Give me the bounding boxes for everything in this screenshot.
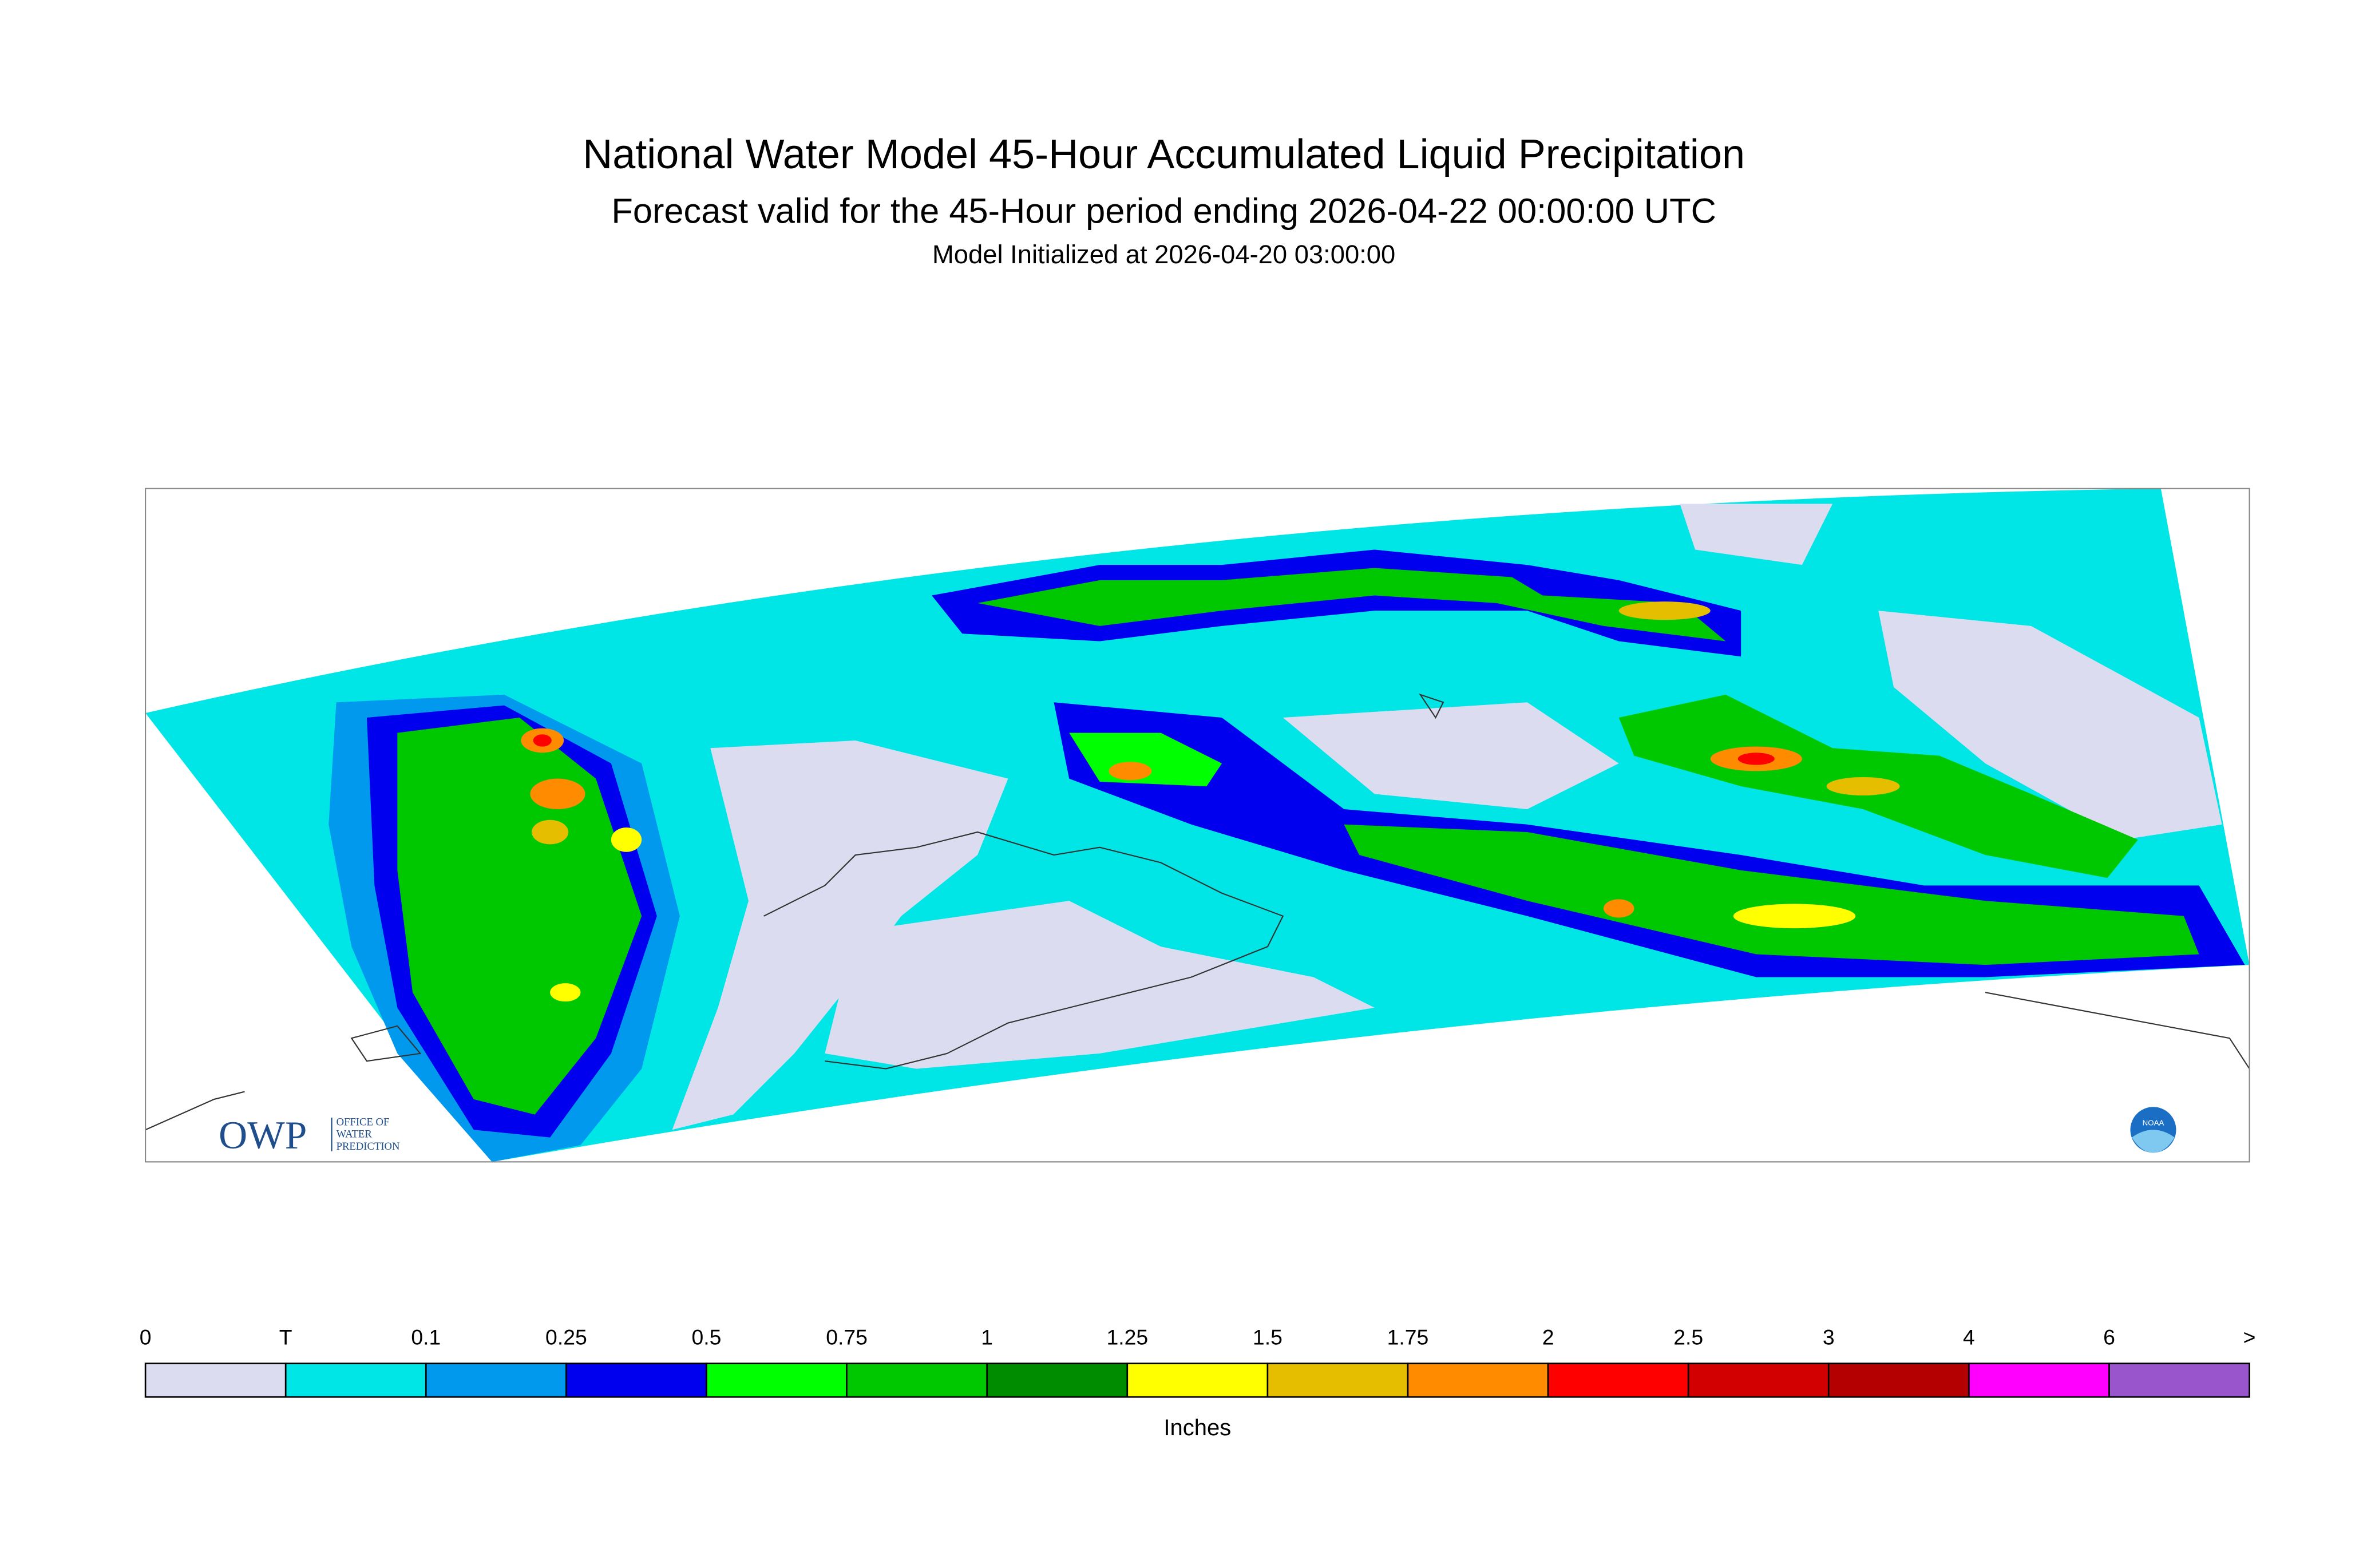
- rain-core: [533, 734, 552, 747]
- dry-area: [672, 740, 1008, 1130]
- legend-label: 0: [140, 1325, 152, 1349]
- legend-swatch: [986, 1363, 1129, 1398]
- legend-label: 2.5: [1673, 1325, 1703, 1349]
- coastline: [1985, 992, 2250, 1070]
- legend-swatch: [1827, 1363, 1970, 1398]
- rain-core: [530, 778, 585, 810]
- rain-core: [1733, 904, 1856, 929]
- rain-core: [1604, 899, 1634, 918]
- legend-swatch: [1266, 1363, 1409, 1398]
- coastline: [763, 831, 1284, 1070]
- subtitle: Forecast valid for the 45-Hour period en…: [611, 192, 1716, 231]
- coastline: [145, 1091, 245, 1131]
- legend-label: 1.5: [1253, 1325, 1282, 1349]
- rain-band: [397, 717, 642, 1115]
- legend-swatch: [425, 1363, 567, 1398]
- legend-swatch: [1126, 1363, 1269, 1398]
- noaa-logo-text: NOAA: [2143, 1118, 2164, 1127]
- dry-area: [1680, 504, 1833, 565]
- rain-core: [611, 827, 642, 852]
- rain-core: [1109, 762, 1152, 781]
- owp-text: PREDICTION: [337, 1141, 400, 1153]
- legend-label: 0.25: [545, 1325, 587, 1349]
- init-time: Model Initialized at 2026-04-20 03:00:00: [932, 240, 1395, 269]
- legend-label: 0.75: [826, 1325, 868, 1349]
- legend-label: 6: [2103, 1325, 2115, 1349]
- legend-swatch: [2108, 1363, 2250, 1398]
- legend-label: 1: [981, 1325, 993, 1349]
- legend-swatch: [284, 1363, 427, 1398]
- legend-swatch: [706, 1363, 848, 1398]
- title: National Water Model 45-Hour Accumulated…: [583, 132, 1745, 177]
- rain-core: [550, 983, 581, 1002]
- noaa-logo-wave: [2132, 1130, 2175, 1153]
- owp-text: OFFICE OF: [337, 1116, 390, 1128]
- legend-label: 3: [1823, 1325, 1835, 1349]
- legend-swatch: [1407, 1363, 1549, 1398]
- dry-area: [1878, 611, 2222, 840]
- rain-band: [932, 549, 1741, 657]
- legend-label: 1.25: [1106, 1325, 1148, 1349]
- map-frame: [145, 488, 2250, 1163]
- legend: 0 T 0.1 0.25 0.5 0.75 1 1.25 1.5 1.75 2 2.5 3 4 6 >: [140, 1325, 2256, 1398]
- rain-band: [977, 568, 1726, 642]
- coastline: [350, 1025, 422, 1062]
- legend-unit: Inches: [1163, 1415, 1231, 1440]
- owp-logo: OWP: [219, 1113, 307, 1157]
- legend-label: 2: [1542, 1325, 1554, 1349]
- legend-swatch: [1687, 1363, 1830, 1398]
- coastline: [1419, 693, 1444, 719]
- legend-label: 1.75: [1387, 1325, 1429, 1349]
- legend-label: >: [2243, 1325, 2256, 1349]
- legend-swatch: [565, 1363, 707, 1398]
- legend-swatch: [1968, 1363, 2110, 1398]
- rain-core: [532, 819, 569, 845]
- rain-band: [1344, 824, 2199, 965]
- map: [145, 488, 2250, 1162]
- rain-core: [1737, 753, 1775, 765]
- dry-area: [1282, 702, 1619, 810]
- legend-swatch: [144, 1363, 287, 1398]
- legend-swatch: [846, 1363, 988, 1398]
- legend-label: 0.5: [692, 1325, 722, 1349]
- owp-text: WATER: [337, 1129, 373, 1141]
- rain-core: [1618, 601, 1711, 620]
- legend-label: 0.1: [411, 1325, 441, 1349]
- dry-area: [825, 901, 1375, 1069]
- legend-label: T: [279, 1325, 292, 1349]
- legend-swatch: [1547, 1363, 1689, 1398]
- legend-label: 4: [1963, 1325, 1975, 1349]
- rain-core: [1826, 777, 1900, 796]
- rain-band: [1069, 732, 1222, 787]
